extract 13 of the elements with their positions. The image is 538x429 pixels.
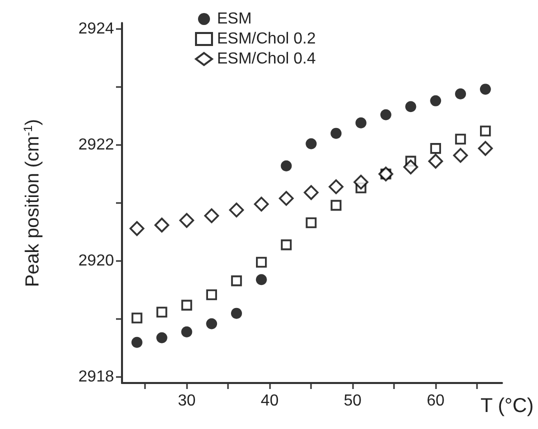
y-tick-label: 2924 bbox=[78, 20, 114, 38]
y-tick-label: 2922 bbox=[78, 136, 114, 154]
y-tick-label: 2918 bbox=[78, 368, 114, 386]
legend-label: ESM bbox=[217, 10, 252, 28]
y-tick-label: 2920 bbox=[78, 252, 114, 270]
legend-label: ESM/Chol 0.4 bbox=[217, 50, 316, 68]
x-tick-label: 30 bbox=[178, 392, 196, 410]
x-tick-label: 60 bbox=[426, 392, 445, 410]
x-axis-title: T (°C) bbox=[480, 395, 534, 417]
x-tick-label: 40 bbox=[260, 392, 279, 410]
x-tick-label: 50 bbox=[344, 392, 362, 410]
y-axis-title: Peak position (cm-1) bbox=[21, 118, 44, 288]
legend-label: ESM/Chol 0.2 bbox=[217, 30, 316, 48]
